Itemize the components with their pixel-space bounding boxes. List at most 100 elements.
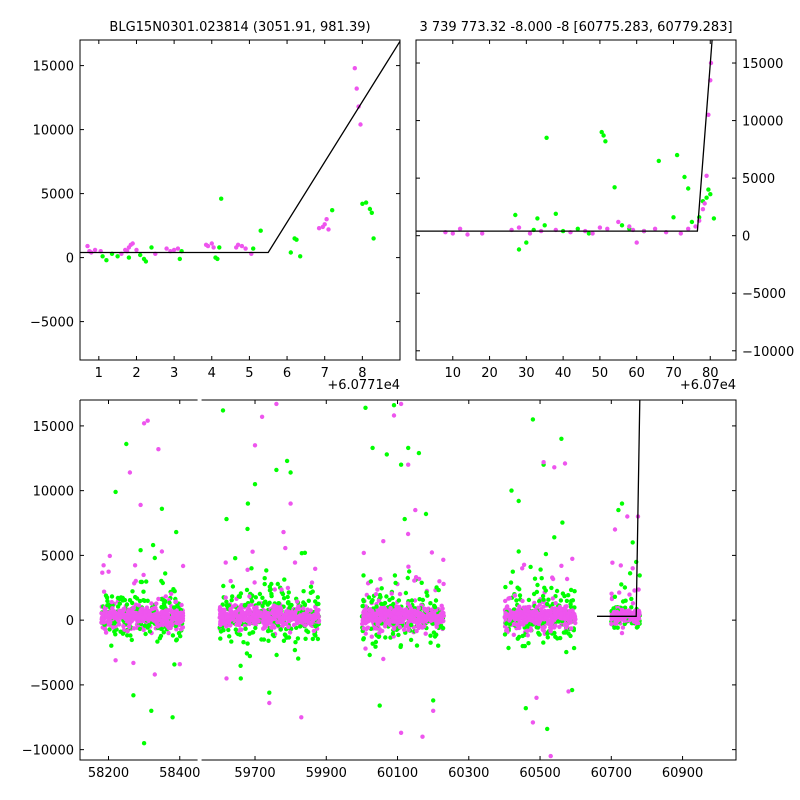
data-point [295, 636, 301, 641]
x-tick-label: 10 [445, 366, 462, 381]
data-point [172, 589, 177, 594]
data-point [525, 605, 531, 610]
data-point [274, 401, 279, 407]
data-point [330, 208, 335, 213]
data-point [413, 507, 418, 513]
data-point [620, 625, 626, 630]
data-point [224, 624, 229, 629]
data-point [292, 647, 298, 653]
data-point [550, 576, 556, 582]
data-point [558, 615, 563, 621]
data-point [619, 582, 624, 587]
data-point [503, 584, 508, 590]
data-point [542, 585, 547, 590]
data-point [541, 628, 547, 634]
data-point [156, 596, 161, 602]
data-point [376, 598, 381, 603]
data-point [297, 613, 303, 618]
data-point [126, 620, 132, 625]
data-point [416, 623, 421, 628]
data-point [314, 609, 319, 615]
data-point [630, 540, 635, 545]
data-point [155, 639, 160, 644]
data-point [693, 224, 698, 229]
data-point [421, 613, 427, 618]
top-left-panel: BLG15N0301.023814 (3051.91, 981.39) 1 2 3 4… [30, 20, 401, 393]
data-point [361, 599, 366, 604]
data-point [627, 571, 633, 576]
data-point [176, 631, 182, 636]
data-point [326, 227, 331, 232]
data-point [525, 628, 530, 633]
data-point [104, 258, 109, 263]
data-point [294, 237, 299, 242]
data-point [124, 441, 129, 447]
data-point [406, 627, 411, 633]
data-point [266, 638, 271, 643]
data-point [100, 612, 105, 618]
data-point [605, 226, 610, 231]
data-point [135, 619, 140, 624]
data-point [361, 637, 366, 642]
y-tick-label: −5000 [30, 316, 74, 331]
data-point [436, 587, 441, 593]
data-point [278, 605, 283, 611]
data-point [283, 633, 288, 638]
x-tick-label: 7 [321, 366, 329, 381]
data-point [310, 636, 315, 642]
data-point [106, 617, 112, 622]
data-point [281, 596, 287, 601]
data-point [263, 624, 268, 629]
data-point [531, 591, 537, 597]
data-point [373, 639, 379, 645]
data-point [391, 413, 397, 418]
data-point [522, 643, 527, 649]
data-point [623, 598, 628, 603]
data-point [308, 608, 313, 613]
data-point [423, 511, 429, 517]
data-point [159, 506, 165, 511]
data-point [441, 557, 446, 562]
data-point [250, 549, 255, 554]
data-point [378, 616, 384, 621]
data-point [227, 634, 232, 639]
data-point [558, 635, 563, 641]
data-point [549, 585, 554, 591]
data-point [597, 225, 603, 230]
data-point [285, 594, 290, 600]
data-point [389, 591, 394, 596]
data-point [619, 617, 624, 622]
data-point [217, 615, 222, 620]
data-point [636, 587, 641, 592]
data-point [619, 501, 625, 506]
data-point [550, 614, 555, 619]
data-point [252, 443, 258, 448]
data-point [224, 676, 229, 681]
data-point [141, 589, 146, 594]
data-point [566, 610, 571, 616]
data-point [287, 630, 293, 635]
data-point [406, 445, 411, 451]
data-point [117, 612, 123, 618]
x-tick-label: 50 [592, 366, 609, 381]
data-point [384, 594, 389, 599]
data-point [416, 606, 421, 611]
data-point [438, 611, 443, 617]
data-point [149, 708, 154, 713]
data-point [363, 405, 368, 410]
data-point [149, 245, 154, 250]
x-tick-label: 59900 [306, 766, 347, 781]
data-point [128, 633, 133, 638]
data-point [217, 245, 222, 250]
data-point [708, 192, 713, 197]
data-point [163, 571, 168, 576]
data-point [284, 458, 290, 464]
data-point [174, 529, 179, 535]
data-point [324, 217, 329, 222]
data-point [405, 575, 410, 581]
data-point [423, 616, 428, 622]
data-point [520, 598, 525, 604]
data-point [609, 621, 614, 627]
data-point [138, 579, 143, 585]
data-point [622, 585, 628, 590]
